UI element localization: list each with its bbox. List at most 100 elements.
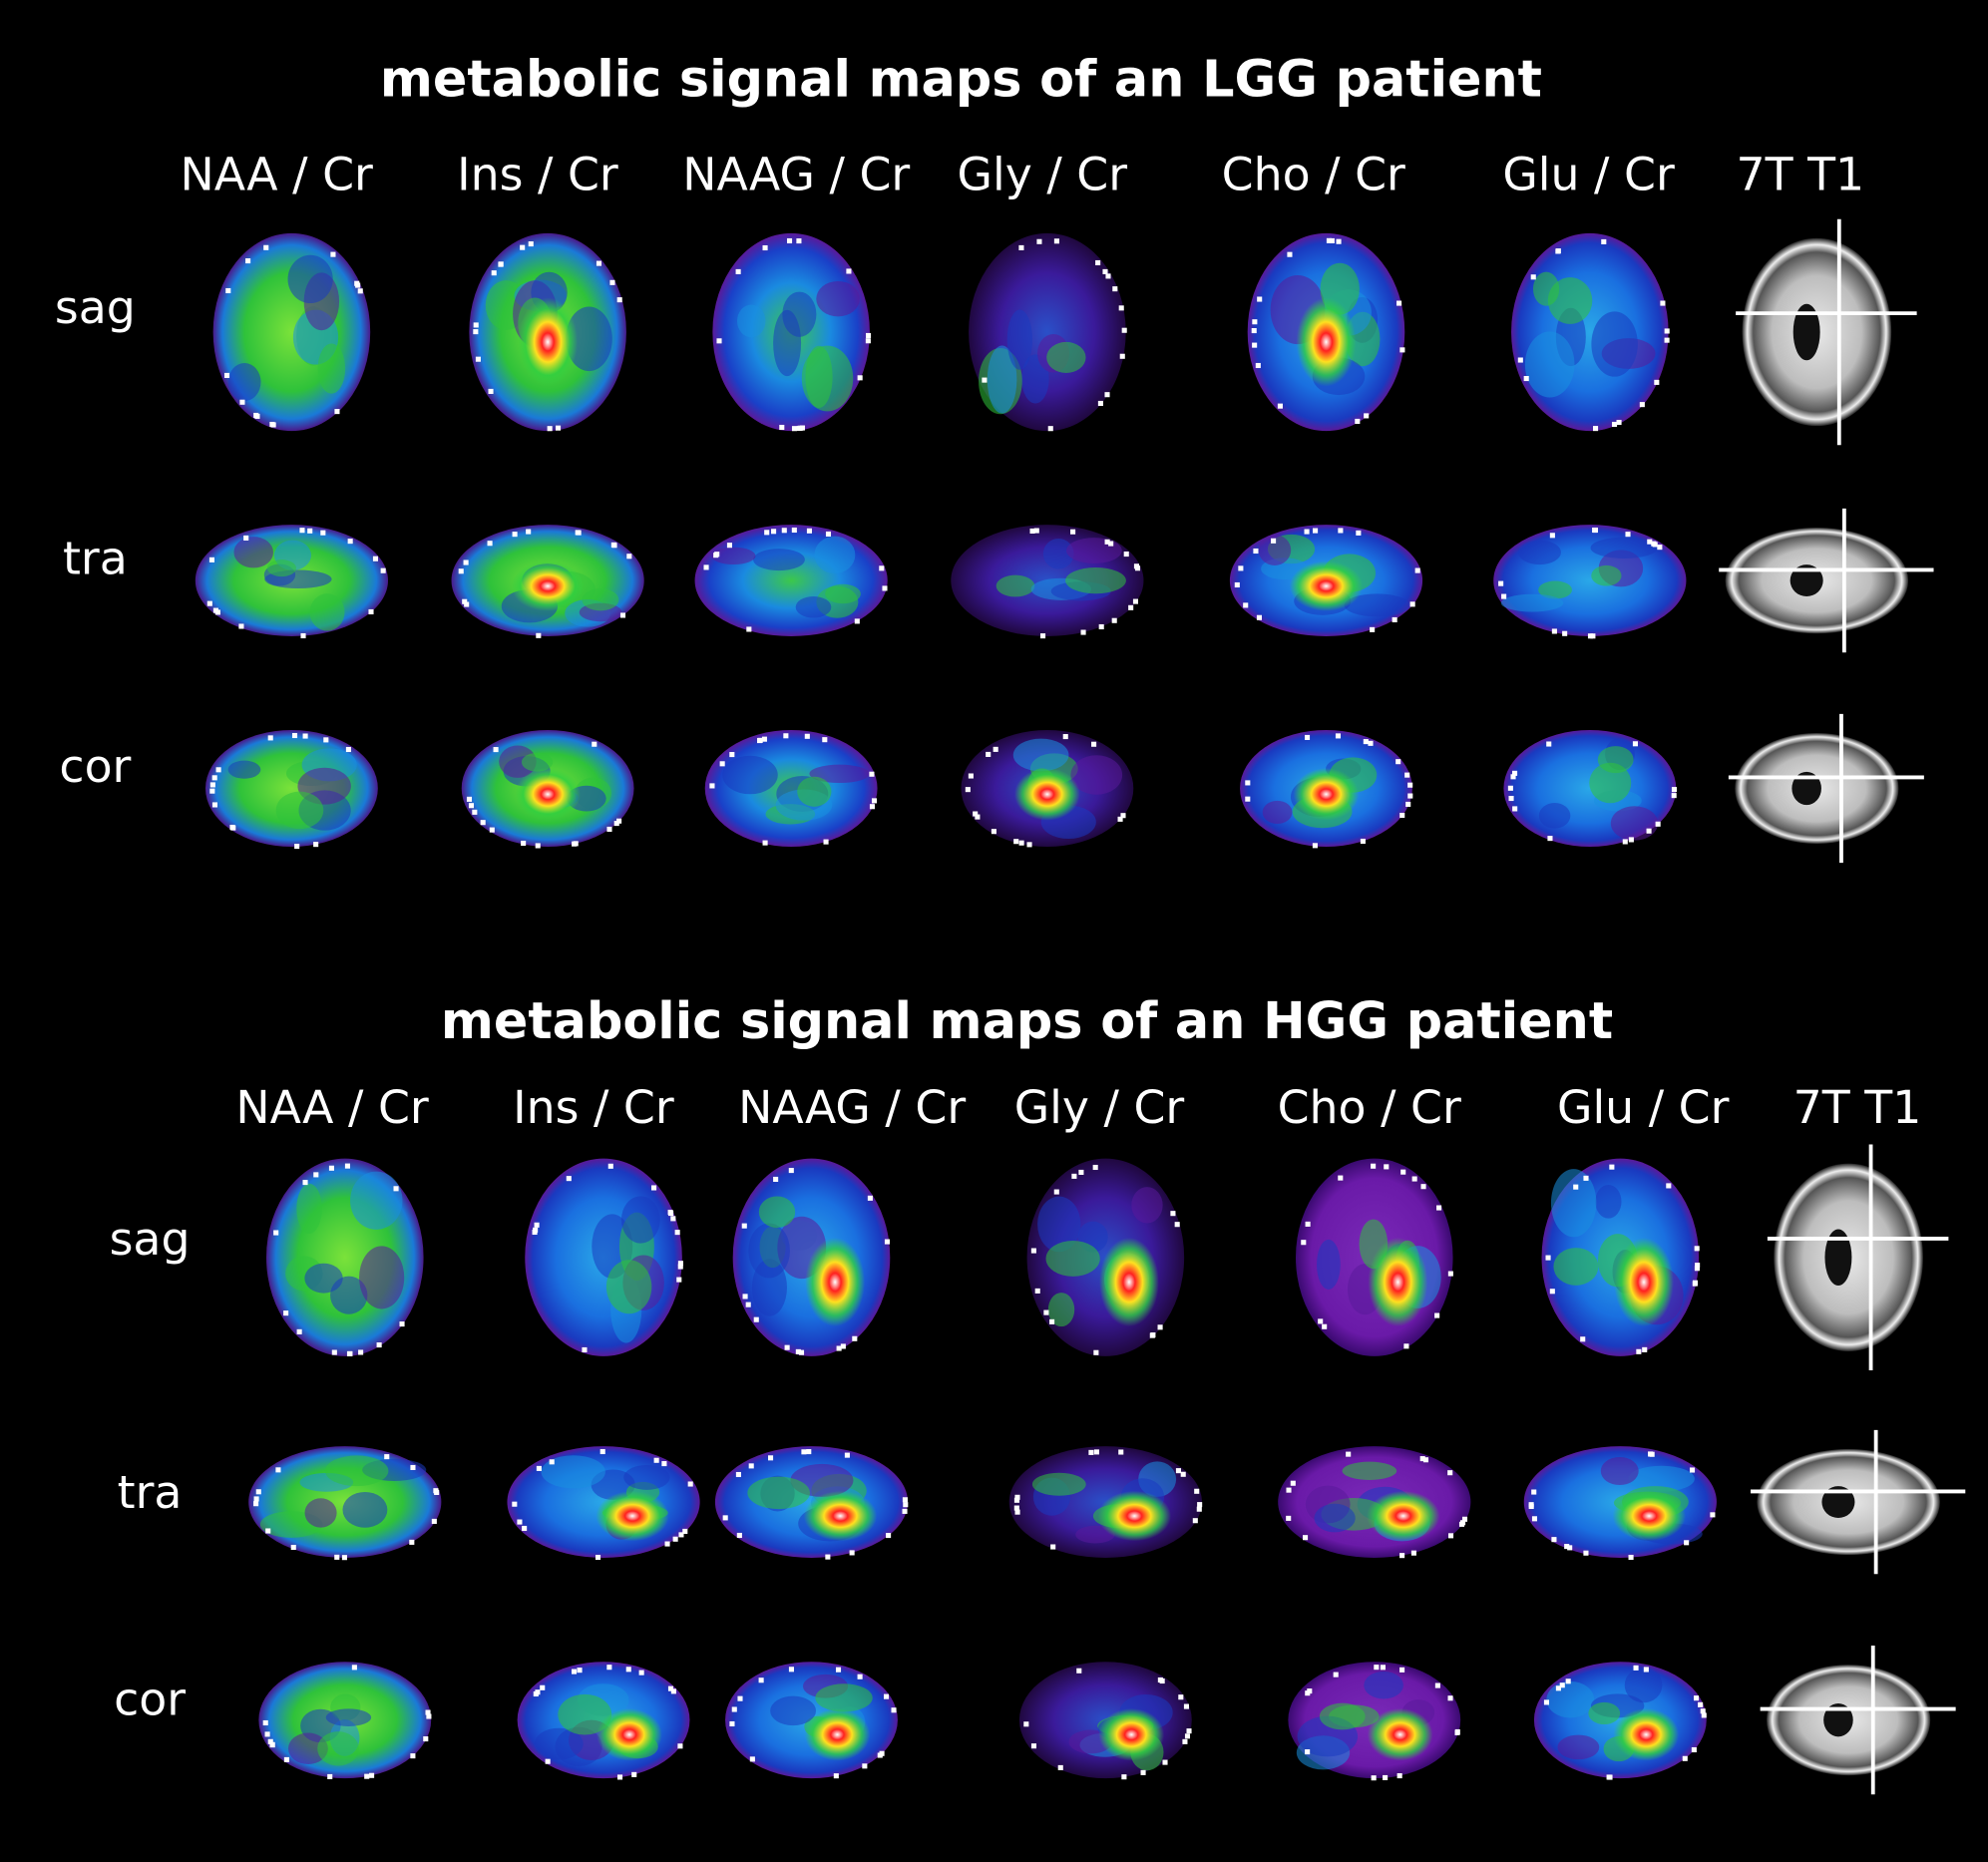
edge-speck xyxy=(682,1528,688,1534)
map-patch xyxy=(541,1455,605,1489)
edge-speck xyxy=(1447,1695,1453,1701)
edge-speck xyxy=(1694,1266,1700,1272)
map-region xyxy=(212,232,371,432)
edge-speck xyxy=(1701,1712,1707,1718)
map-patch xyxy=(1500,593,1564,612)
edge-speck xyxy=(719,761,725,767)
map-patch xyxy=(605,1260,652,1314)
edge-speck xyxy=(795,1348,801,1354)
edge-speck xyxy=(1053,238,1059,244)
edge-speck xyxy=(302,1180,308,1186)
edge-speck xyxy=(1531,1516,1538,1522)
edge-speck xyxy=(549,1459,555,1465)
map-patch xyxy=(825,583,861,604)
edge-speck xyxy=(1245,780,1251,786)
edge-speck xyxy=(1508,795,1514,802)
edge-speck xyxy=(300,632,306,639)
metabolic-map xyxy=(1026,1158,1185,1356)
edge-speck xyxy=(1671,793,1677,799)
edge-speck xyxy=(857,1674,863,1679)
edge-speck xyxy=(345,746,351,753)
edge-speck xyxy=(670,1688,676,1694)
edge-speck xyxy=(1118,305,1124,311)
edge-speck xyxy=(291,732,298,739)
edge-speck xyxy=(334,409,340,415)
metabolic-map xyxy=(212,232,371,432)
map-patch xyxy=(773,309,802,377)
edge-speck xyxy=(835,1667,842,1673)
edge-speck xyxy=(849,1550,855,1556)
edge-speck xyxy=(358,1349,364,1355)
edge-speck xyxy=(619,612,626,618)
edge-speck xyxy=(791,527,797,534)
edge-speck xyxy=(1088,1449,1094,1455)
edge-speck xyxy=(1336,238,1342,244)
edge-speck xyxy=(1368,740,1374,746)
map-patch xyxy=(359,1246,405,1309)
edge-speck xyxy=(1399,1667,1405,1673)
edge-speck xyxy=(1523,375,1529,382)
edge-speck xyxy=(1580,1336,1586,1342)
edge-speck xyxy=(1112,286,1118,292)
metabolic-map xyxy=(1523,1446,1717,1561)
edge-speck xyxy=(1013,839,1019,845)
edge-speck xyxy=(806,528,812,534)
map-patch xyxy=(1066,538,1122,564)
edge-speck xyxy=(592,741,597,747)
map-patch xyxy=(753,549,805,571)
edge-speck xyxy=(748,1463,754,1469)
edge-speck xyxy=(709,783,715,789)
edge-speck xyxy=(1014,1494,1020,1500)
map-patch xyxy=(1546,1680,1595,1718)
edge-speck xyxy=(1383,1774,1389,1780)
metabolic-map xyxy=(517,1662,690,1780)
edge-speck xyxy=(1447,1470,1453,1476)
edge-speck xyxy=(1654,379,1660,385)
edge-speck xyxy=(433,1488,439,1494)
edge-speck xyxy=(409,1539,415,1545)
edge-speck xyxy=(1157,1676,1163,1683)
edge-speck xyxy=(1692,1280,1699,1286)
edge-speck xyxy=(1710,1512,1716,1518)
hotspot xyxy=(596,1490,669,1542)
metabolic-map xyxy=(258,1662,432,1779)
edge-speck xyxy=(796,238,802,244)
edge-speck xyxy=(1256,614,1262,620)
edge-speck xyxy=(209,782,215,788)
edge-speck xyxy=(844,1452,850,1458)
edge-speck xyxy=(651,1185,657,1191)
edge-speck xyxy=(1407,782,1413,788)
map-patch xyxy=(304,1263,343,1294)
edge-speck xyxy=(535,843,541,849)
edge-speck xyxy=(1149,1332,1155,1338)
edge-speck xyxy=(1013,1505,1019,1511)
edge-speck xyxy=(480,820,486,826)
edge-speck xyxy=(1305,1690,1311,1696)
map-patch xyxy=(722,755,778,795)
map-patch xyxy=(1590,537,1658,559)
map-patch xyxy=(1591,564,1622,586)
edge-speck xyxy=(1360,838,1366,845)
edge-speck xyxy=(779,424,785,431)
edge-speck xyxy=(1559,1682,1565,1688)
edge-speck xyxy=(1312,843,1318,849)
hotspot xyxy=(1296,297,1357,387)
edge-speck xyxy=(1622,839,1628,845)
edge-speck xyxy=(1184,1733,1191,1739)
edge-speck xyxy=(1117,816,1123,822)
edge-speck xyxy=(741,1223,747,1229)
edge-speck xyxy=(299,528,305,534)
edge-speck xyxy=(1111,617,1117,623)
edge-speck xyxy=(882,585,888,591)
edge-speck xyxy=(491,270,497,276)
edge-speck xyxy=(1447,1533,1454,1539)
hotspot xyxy=(1098,1707,1165,1761)
edge-speck xyxy=(667,1685,674,1691)
metabolic-map xyxy=(451,525,644,638)
edge-speck xyxy=(613,821,619,827)
edge-speck xyxy=(1286,1515,1292,1521)
column-header: Glu / Cr xyxy=(1502,148,1675,200)
edge-speck xyxy=(1092,1164,1098,1171)
map-patch xyxy=(566,306,612,372)
map-patch xyxy=(1342,1461,1397,1480)
